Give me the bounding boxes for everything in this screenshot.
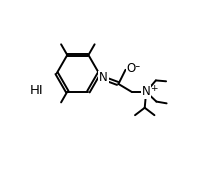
Text: −: − bbox=[132, 62, 141, 72]
Text: +: + bbox=[150, 84, 158, 92]
Text: N: N bbox=[99, 71, 108, 84]
Text: O: O bbox=[126, 62, 136, 76]
Text: N: N bbox=[142, 85, 151, 98]
Text: HI: HI bbox=[30, 84, 43, 98]
